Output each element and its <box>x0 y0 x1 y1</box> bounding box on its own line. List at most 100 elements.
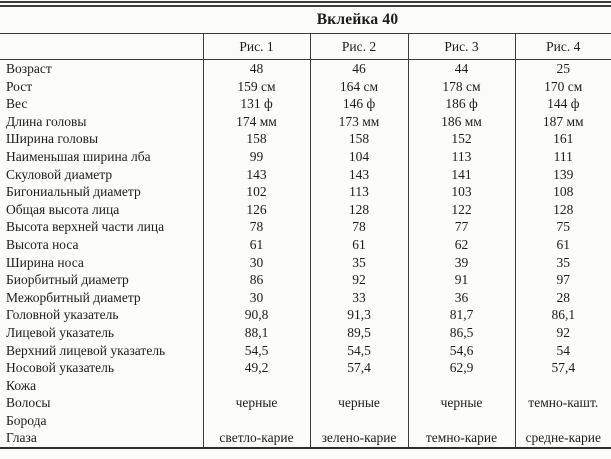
cell-value: 97 <box>514 271 611 289</box>
cell-value <box>202 376 310 395</box>
table-body: Возраст 48 46 44 25 Рост 159 см 164 см 178 см 170… <box>0 59 611 449</box>
cell-value: темно-кашт. <box>514 394 611 412</box>
cell-value: 102 <box>202 183 310 201</box>
cell-value: 146 ф <box>309 95 408 113</box>
table-row: Высота носа 61 61 62 61 <box>0 235 611 254</box>
header-row: Рис. 1 Рис. 2 Рис. 3 Рис. 4 <box>0 33 611 60</box>
table-row: Рост 159 см 164 см 178 см 170 см <box>0 77 611 96</box>
cell-value: 77 <box>407 218 515 236</box>
cell-value: 143 <box>309 165 408 184</box>
cell-value: 178 см <box>407 77 515 96</box>
table-row: Глаза светло-карие зелено-карие темно-карие… <box>0 429 611 449</box>
row-label: Носовой указатель <box>6 360 115 376</box>
cell-value: 86,5 <box>407 323 515 342</box>
cell-value: 122 <box>407 200 515 219</box>
cell-value: 158 <box>309 130 408 148</box>
row-label: Волосы <box>6 395 51 411</box>
table-row: Высота верхней части лица 78 78 77 75 <box>0 218 611 236</box>
cell-value: 54,5 <box>309 341 408 360</box>
cell-value: 91,3 <box>309 306 408 324</box>
cell-value: 173 мм <box>309 112 408 131</box>
cell-value: 99 <box>202 147 310 166</box>
table-row: Наименьшая ширина лба 99 104 113 111 <box>0 147 611 166</box>
cell-value: 91 <box>407 271 515 289</box>
cell-value: 113 <box>407 147 515 166</box>
row-label: Высота верхней части лица <box>6 219 165 235</box>
table-row: Кожа <box>0 376 611 395</box>
cell-value: 170 см <box>514 77 611 96</box>
row-label: Скуловой диаметр <box>6 166 113 182</box>
row-label: Верхний лицевой указатель <box>6 342 166 358</box>
cell-value: 35 <box>309 253 408 272</box>
cell-value: 158 <box>202 130 310 148</box>
cell-value: 103 <box>407 183 515 201</box>
table-row: Головной указатель 90,8 91,3 81,7 86,1 <box>0 306 611 324</box>
cell-value: 57,4 <box>514 359 611 377</box>
table-row: Борода <box>0 411 611 430</box>
cell-value: 144 ф <box>514 95 611 113</box>
cell-value: 92 <box>514 323 611 342</box>
cell-value: светло-карие <box>202 429 310 449</box>
cell-value: 28 <box>514 288 611 307</box>
cell-value: черные <box>407 394 515 412</box>
table-row: Бигониальный диаметр 102 113 103 108 <box>0 183 611 201</box>
cell-value: 62 <box>407 235 515 254</box>
cell-value: 186 ф <box>407 95 515 113</box>
row-label: Биорбитный диаметр <box>6 272 129 288</box>
cell-value: 54,5 <box>202 341 310 360</box>
cell-value: 86,1 <box>514 306 611 324</box>
cell-value: 111 <box>514 147 611 166</box>
row-label: Борода <box>6 412 47 428</box>
measurements-table: Рис. 1 Рис. 2 Рис. 3 Рис. 4 Возраст 48 46 4… <box>0 33 611 450</box>
row-label: Головной указатель <box>6 307 119 323</box>
cell-value: 54 <box>514 341 611 360</box>
cell-value: черные <box>202 394 310 412</box>
row-label: Межорбитный диаметр <box>6 289 141 305</box>
row-label: Наименьшая ширина лба <box>6 148 151 164</box>
row-label: Длина головы <box>6 113 87 129</box>
cell-value: 143 <box>202 165 310 184</box>
cell-value: 187 мм <box>514 112 611 131</box>
cell-value: 161 <box>514 130 611 148</box>
cell-value: 46 <box>309 59 408 78</box>
cell-value: 164 см <box>309 77 408 96</box>
cell-value: 128 <box>514 200 611 219</box>
cell-value <box>202 411 310 430</box>
row-label: Вес <box>6 96 28 112</box>
row-label: Ширина носа <box>6 254 84 270</box>
cell-value: 62,9 <box>407 359 515 377</box>
cell-value: черные <box>309 394 408 412</box>
cell-value: 78 <box>202 218 310 236</box>
table-row: Ширина носа 30 35 39 35 <box>0 253 611 272</box>
cell-value: 78 <box>309 218 408 236</box>
cell-value: 36 <box>407 288 515 307</box>
cell-value: средне-карие <box>514 429 611 449</box>
row-label: Лицевой указатель <box>6 324 115 340</box>
table-row: Вес 131 ф 146 ф 186 ф 144 ф <box>0 95 611 113</box>
cell-value: 30 <box>202 288 310 307</box>
column-header-fig4: Рис. 4 <box>514 33 611 60</box>
table-row: Возраст 48 46 44 25 <box>0 59 611 78</box>
table-row: Длина головы 174 мм 173 мм 186 мм 187 мм <box>0 112 611 131</box>
cell-value: 108 <box>514 183 611 201</box>
cell-value: 61 <box>202 235 310 254</box>
table-row: Носовой указатель 49,2 57,4 62,9 57,4 <box>0 359 611 377</box>
table-row: Верхний лицевой указатель 54,5 54,5 54,6 54 <box>0 341 611 360</box>
row-label: Высота носа <box>6 236 79 252</box>
cell-value: 186 мм <box>407 112 515 131</box>
cell-value <box>407 376 515 395</box>
cell-value: зелено-карие <box>309 429 408 449</box>
table-row: Скуловой диаметр 143 143 141 139 <box>0 165 611 184</box>
cell-value: 89,5 <box>309 323 408 342</box>
cell-value: 174 мм <box>202 112 310 131</box>
cell-value: 90,8 <box>202 306 310 324</box>
table-row: Волосы черные черные черные темно-кашт. <box>0 394 611 412</box>
table-row: Ширина головы 158 158 152 161 <box>0 130 611 148</box>
cell-value: 113 <box>309 183 408 201</box>
cell-value: 49,2 <box>202 359 310 377</box>
cell-value: 33 <box>309 288 408 307</box>
row-label: Ширина головы <box>6 131 99 147</box>
cell-value: 131 ф <box>202 95 310 113</box>
cell-value <box>514 376 611 395</box>
